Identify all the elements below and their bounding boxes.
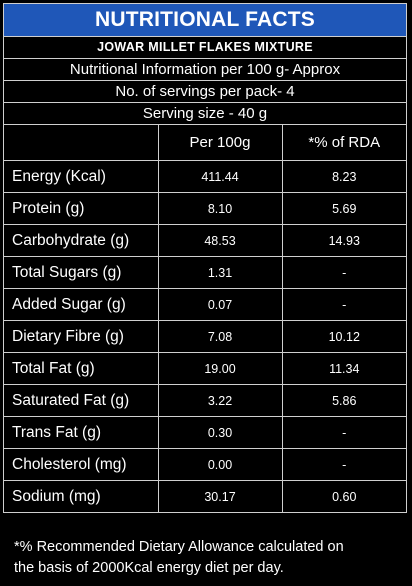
- rda-value: 14.93: [281, 224, 406, 257]
- rda-value: -: [281, 448, 406, 481]
- per-100g-value: 30.17: [157, 480, 283, 512]
- per-100g-value: 48.53: [157, 224, 283, 257]
- table-row: Carbohydrate (g) 48.53 14.93: [4, 224, 406, 257]
- table-row: Dietary Fibre (g) 7.08 10.12: [4, 320, 406, 353]
- table-row: Energy (Kcal) 411.44 8.23: [4, 160, 406, 193]
- nutrient-name: Sodium (mg): [4, 480, 159, 512]
- table-row: Cholesterol (mg) 0.00-: [4, 448, 406, 481]
- table-row: Sodium (mg) 30.17 0.60: [4, 480, 406, 512]
- table-header-row: Per 100g *% of RDA: [4, 125, 406, 161]
- rda-footnote: *% Recommended Dietary Allowance calcula…: [14, 537, 410, 579]
- table-row: Saturated Fat (g) 3.22 5.86: [4, 384, 406, 417]
- rda-value: 8.23: [281, 160, 406, 193]
- nutrition-table: Per 100g *% of RDA Energy (Kcal) 411.44 8.…: [4, 125, 406, 512]
- nutrient-name: Cholesterol (mg): [4, 448, 159, 481]
- table-row: Protein (g) 8.10 5.69: [4, 192, 406, 225]
- nutrient-name: Protein (g): [4, 192, 159, 225]
- per-100g-value: 0.30: [157, 416, 283, 449]
- nutrient-name: Carbohydrate (g): [4, 224, 159, 257]
- nutrient-name: Trans Fat (g): [4, 416, 159, 449]
- rda-value: 5.69: [281, 192, 406, 225]
- nutrient-name: Energy (Kcal): [4, 160, 159, 193]
- per-100g-value: 411.44: [157, 160, 283, 193]
- nutritional-info-line: Nutritional Information per 100 g- Appro…: [4, 59, 406, 81]
- rda-value: 10.12: [281, 320, 406, 353]
- per-100g-value: 3.22: [157, 384, 283, 417]
- rda-value: -: [281, 288, 406, 321]
- per-100g-value: 0.00: [157, 448, 283, 481]
- nutrient-name: Total Fat (g): [4, 352, 159, 385]
- table-row: Total Fat (g) 19.00 11.34: [4, 352, 406, 385]
- per-100g-value: 1.31: [157, 256, 283, 289]
- rda-value: 0.60: [281, 480, 406, 512]
- label-title: NUTRITIONAL FACTS: [4, 4, 406, 37]
- servings-per-pack: No. of servings per pack- 4: [4, 81, 406, 103]
- header-per-100g: Per 100g: [157, 125, 283, 161]
- nutrient-name: Dietary Fibre (g): [4, 320, 159, 353]
- per-100g-value: 8.10: [157, 192, 283, 225]
- per-100g-value: 7.08: [157, 320, 283, 353]
- header-nutrient: [4, 125, 159, 161]
- rda-value: -: [281, 256, 406, 289]
- nutrient-name: Total Sugars (g): [4, 256, 159, 289]
- per-100g-value: 0.07: [157, 288, 283, 321]
- footnote-line-1: *% Recommended Dietary Allowance calcula…: [14, 539, 344, 555]
- per-100g-value: 19.00: [157, 352, 283, 385]
- rda-value: -: [281, 416, 406, 449]
- footnote-line-2: the basis of 2000Kcal energy diet per da…: [14, 560, 284, 576]
- product-name: JOWAR MILLET FLAKES MIXTURE: [4, 37, 406, 59]
- rda-value: 11.34: [281, 352, 406, 385]
- rda-value: 5.86: [281, 384, 406, 417]
- nutrition-label: NUTRITIONAL FACTS JOWAR MILLET FLAKES MI…: [3, 3, 407, 513]
- header-rda: *% of RDA: [281, 125, 406, 161]
- table-row: Trans Fat (g) 0.30-: [4, 416, 406, 449]
- serving-size: Serving size - 40 g: [4, 103, 406, 125]
- nutrient-name: Saturated Fat (g): [4, 384, 159, 417]
- table-row: Added Sugar (g) 0.07-: [4, 288, 406, 321]
- table-row: Total Sugars (g) 1.31-: [4, 256, 406, 289]
- nutrient-name: Added Sugar (g): [4, 288, 159, 321]
